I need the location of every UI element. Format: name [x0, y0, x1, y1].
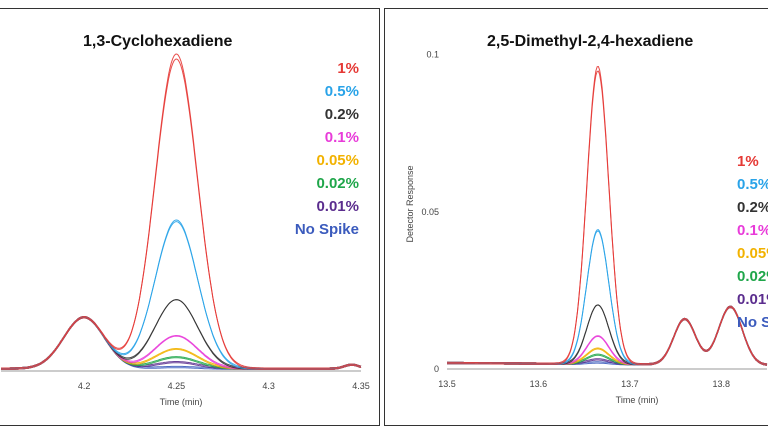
series-line-1-	[447, 70, 768, 365]
legend-left: 1% 0.5% 0.2% 0.1% 0.05% 0.02% 0.01% No Spike	[295, 57, 359, 241]
series-line-0-01-	[1, 316, 362, 369]
legend-item: 0.02%	[316, 175, 359, 192]
legend-item: No Spike	[294, 221, 359, 238]
legend-item: 0.1%	[737, 222, 768, 239]
legend-item: 1%	[337, 60, 359, 77]
legend-item: 0.1%	[324, 129, 359, 146]
series-line-0-02-	[447, 305, 768, 365]
legend-item: 0.05%	[737, 245, 768, 262]
series-line-0-01-	[447, 305, 768, 365]
x-tick-label: 4.3	[262, 381, 275, 391]
y-tick-label: 0.05	[421, 207, 439, 217]
series-line-1-	[1, 53, 362, 370]
legend-item: 1%	[737, 153, 759, 170]
chart-panel-right: 13.5 13.6 13.7 13.8 0 0.05 0.1 Time (min) Detect…	[384, 8, 768, 426]
x-tick-label: 13.7	[621, 379, 639, 389]
y-tick-label: 0	[434, 364, 439, 374]
y-tick-label: 0.1	[426, 50, 439, 60]
series-line-0-1-	[1, 315, 362, 369]
x-axis-label: Time (min)	[616, 395, 659, 405]
chart-title-right: 2,5-Dimethyl-2,4-hexadiene	[487, 33, 694, 50]
series-line-0-1-	[447, 305, 768, 365]
x-tick-label: 13.8	[713, 379, 731, 389]
chart-title-left: 1,3-Cyclohexadiene	[83, 33, 233, 50]
legend-item: 0.01%	[737, 291, 768, 308]
legend-item: 0.2%	[737, 199, 768, 216]
legend-item: 0.05%	[316, 152, 359, 169]
x-tick-label: 4.35	[352, 381, 370, 391]
legend-item: 0.2%	[324, 106, 359, 123]
x-tick-label: 4.2	[78, 381, 91, 391]
series-line-0-02-	[1, 316, 362, 369]
series-line-0-05-	[1, 316, 362, 369]
series-line-0-2-	[1, 299, 362, 370]
series-line-no-spike	[1, 316, 362, 369]
legend-item: 0.5%	[324, 83, 359, 100]
legend-item: 0.01%	[316, 198, 359, 215]
series-line-no-spike	[447, 305, 768, 365]
legend-item: 0.02%	[737, 268, 768, 285]
series-line-0-2-	[447, 304, 768, 365]
x-tick-label: 4.25	[168, 381, 186, 391]
chart-plot-right: 13.5 13.6 13.7 13.8 0 0.05 0.1 Time (min) Detect…	[405, 50, 768, 405]
x-axis-label: Time (min)	[160, 397, 203, 407]
x-tick-label: 13.5	[438, 379, 456, 389]
legend-right: 1% 0.5% 0.2% 0.1% 0.05% 0.02% 0.01% No Spike	[737, 150, 768, 334]
legend-item: 0.5%	[737, 176, 768, 193]
x-tick-label: 13.6	[530, 379, 548, 389]
series-line-1-	[1, 58, 362, 369]
series-line-0-05-	[447, 305, 768, 365]
legend-item: No Spike	[737, 314, 768, 331]
series-line-0-2-	[447, 304, 768, 366]
y-axis-label: Detector Response	[405, 165, 415, 242]
series-line-0-5-	[1, 221, 362, 369]
chart-panel-left: 4.2 4.25 4.3 4.35 Time (min) 1,3-Cyclohexadi…	[0, 8, 380, 426]
chart-plot-left: 4.2 4.25 4.3 4.35 Time (min)	[1, 53, 370, 407]
series-line-0-5-	[1, 219, 362, 370]
